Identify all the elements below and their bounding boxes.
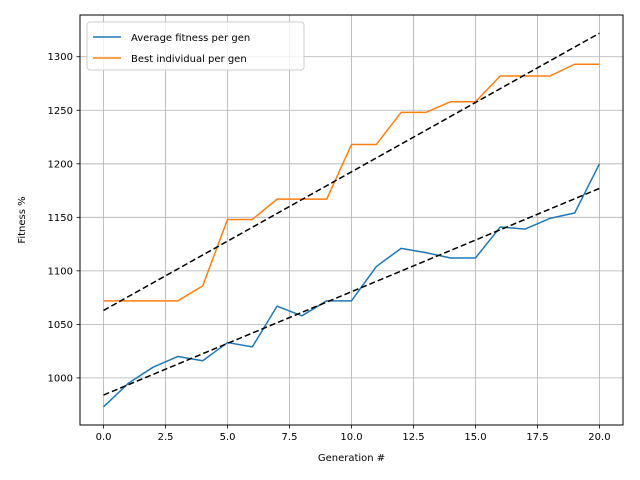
x-tick-label: 15.0 (464, 432, 486, 443)
x-tick-label: 12.5 (402, 432, 424, 443)
legend-box (86, 21, 305, 71)
y-tick-label: 1050 (48, 320, 73, 331)
y-tick-label: 1300 (48, 52, 73, 63)
series-line-1 (103, 163, 601, 408)
legend-label-2: Best individual per gen (131, 54, 247, 65)
y-tick-label: 1000 (48, 373, 73, 384)
x-tick-label: 17.5 (526, 432, 548, 443)
x-tick-label: 7.5 (282, 432, 298, 443)
x-axis: 0.0 2.5 5.0 7.5 10.0 12.5 15.0 17.5 20.0 (96, 425, 611, 443)
x-tick-label: 20.0 (588, 432, 610, 443)
y-tick-label: 1250 (48, 106, 73, 117)
y-axis: 1000 1050 1100 1150 1200 1250 1300 (48, 52, 80, 384)
series-lines (103, 63, 601, 408)
legend-label-1: Average fitness per gen (131, 33, 250, 44)
y-tick-label: 1100 (48, 266, 73, 277)
y-axis-label: Fitness % (17, 196, 28, 243)
y-tick-label: 1150 (48, 213, 73, 224)
legend: Average fitness per gen Best individual p… (86, 21, 305, 71)
x-tick-label: 10.0 (340, 432, 362, 443)
x-tick-label: 2.5 (158, 432, 174, 443)
x-tick-label: 5.0 (220, 432, 236, 443)
x-tick-label: 0.0 (96, 432, 112, 443)
series-line-2 (103, 63, 600, 302)
y-tick-label: 1200 (48, 159, 73, 170)
trend-line-2 (103, 32, 600, 312)
trend-lines (103, 32, 600, 396)
x-axis-label: Generation # (318, 453, 385, 464)
grid (80, 15, 623, 425)
